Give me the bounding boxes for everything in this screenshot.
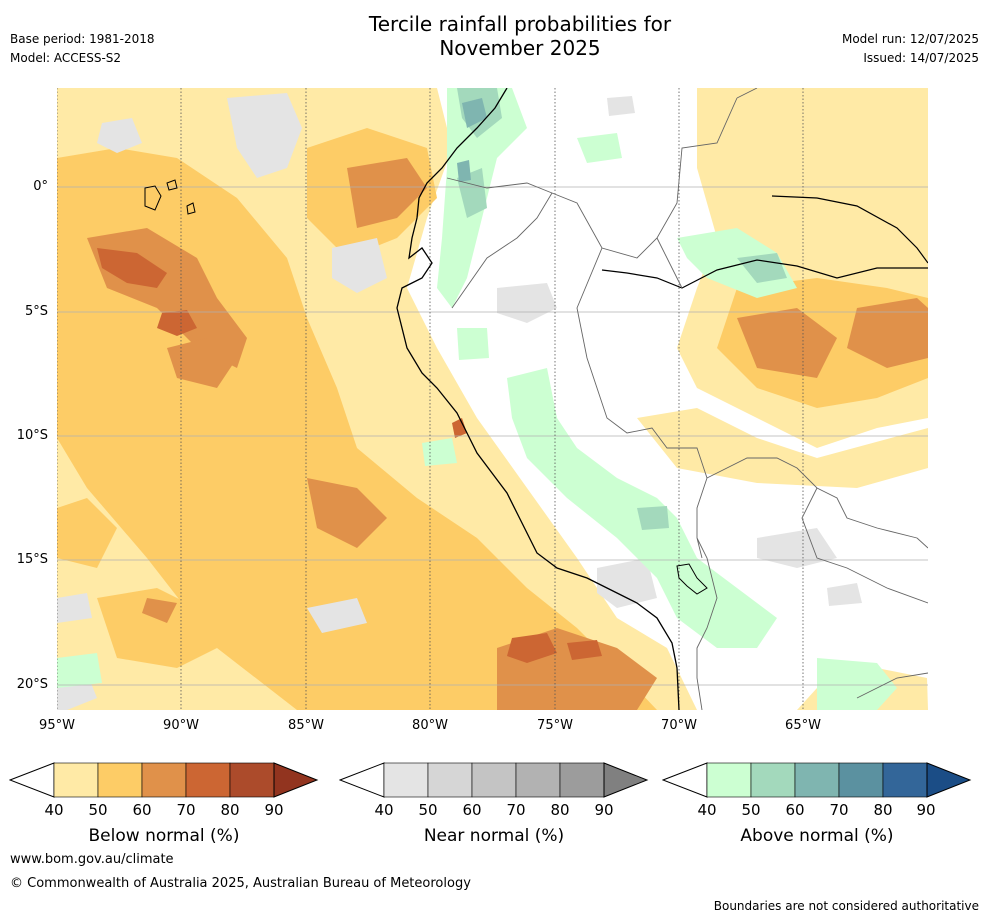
- lake-titicaca: [676, 563, 708, 595]
- near-tick-80: 80: [550, 801, 570, 819]
- lat-label-15s: 15°S: [16, 552, 48, 567]
- amazon-north-branch: [771, 195, 928, 264]
- above-extend-high: [926, 762, 972, 798]
- above-tick-60: 60: [785, 801, 805, 819]
- below-tick-60: 60: [132, 801, 152, 819]
- below-tick-80: 80: [220, 801, 240, 819]
- near-tick-50: 50: [418, 801, 438, 819]
- lat-label-10s: 10°S: [16, 428, 48, 443]
- near-bin-80-90: [559, 762, 605, 798]
- lat-label-20s: 20°S: [16, 677, 48, 692]
- title-line-2: November 2025: [439, 36, 601, 60]
- below-normal-colorbar: [9, 762, 319, 798]
- near-bin-60-70: [471, 762, 517, 798]
- near-normal-colorbar: [339, 762, 649, 798]
- near-tick-40: 40: [374, 801, 394, 819]
- lon-label-70w: 70°W: [661, 718, 697, 733]
- boundary-disclaimer: Boundaries are not considered authoritat…: [713, 899, 979, 913]
- above-colorbar-title: Above normal (%): [740, 826, 894, 846]
- lon-label-75w: 75°W: [537, 718, 573, 733]
- above-bin-80-90: [882, 762, 928, 798]
- above-bin-40-50: [706, 762, 752, 798]
- above-tick-70: 70: [829, 801, 849, 819]
- near-extend-low: [339, 762, 385, 798]
- galapagos-islands: [144, 179, 196, 215]
- below-bin-80-90: [229, 762, 275, 798]
- near-extend-high: [603, 762, 649, 798]
- below-extend-high: [273, 762, 319, 798]
- lon-label-80w: 80°W: [412, 718, 448, 733]
- lat-label-0: 0°: [33, 179, 48, 194]
- below-tick-40: 40: [44, 801, 64, 819]
- website-url: www.bom.gov.au/climate: [10, 852, 174, 867]
- title-line-1: Tercile rainfall probabilities for: [368, 12, 672, 36]
- base-period: Base period: 1981-2018: [10, 32, 155, 46]
- page-title: Tercile rainfall probabilities for Novem…: [0, 12, 988, 60]
- near-bin-40-50: [383, 762, 429, 798]
- near-bin-50-60: [427, 762, 473, 798]
- map-gridlines: [57, 186, 928, 686]
- above-extend-low: [662, 762, 708, 798]
- near-normal-40-50-zones: [57, 93, 862, 710]
- above-tick-40: 40: [697, 801, 717, 819]
- above-tick-50: 50: [741, 801, 761, 819]
- model-name: Model: ACCESS-S2: [10, 51, 122, 65]
- below-extend-low: [9, 762, 55, 798]
- below-bin-40-50: [53, 762, 99, 798]
- below-colorbar-title: Below normal (%): [88, 826, 240, 846]
- lat-label-5s: 5°S: [24, 304, 48, 319]
- above-bin-50-60: [750, 762, 796, 798]
- near-bin-70-80: [515, 762, 561, 798]
- model-run: Model run: 12/07/2025: [841, 32, 979, 46]
- below-bin-70-80: [185, 762, 231, 798]
- lon-label-90w: 90°W: [163, 718, 199, 733]
- above-bin-70-80: [838, 762, 884, 798]
- lon-label-65w: 65°W: [785, 718, 821, 733]
- below-tick-50: 50: [88, 801, 108, 819]
- amazon-river: [601, 259, 928, 289]
- below-normal-70-80-zones: [97, 248, 602, 663]
- below-bin-60-70: [141, 762, 187, 798]
- below-tick-90: 90: [264, 801, 284, 819]
- above-bin-60-70: [794, 762, 840, 798]
- near-tick-60: 60: [462, 801, 482, 819]
- above-tick-90: 90: [916, 801, 936, 819]
- above-normal-60-70-zones: [457, 98, 487, 182]
- below-tick-70: 70: [176, 801, 196, 819]
- below-bin-50-60: [97, 762, 143, 798]
- lon-label-85w: 85°W: [288, 718, 324, 733]
- near-tick-70: 70: [506, 801, 526, 819]
- map-meridians: [57, 88, 804, 710]
- copyright-notice: © Commonwealth of Australia 2025, Austra…: [10, 876, 471, 891]
- lon-label-95w: 95°W: [39, 718, 75, 733]
- above-normal-colorbar: [662, 762, 972, 798]
- near-tick-90: 90: [594, 801, 614, 819]
- issued-date: Issued: 14/07/2025: [863, 51, 979, 65]
- country-boundaries: [446, 88, 928, 710]
- near-colorbar-title: Near normal (%): [423, 826, 565, 846]
- above-tick-80: 80: [873, 801, 893, 819]
- coastline: [396, 88, 680, 710]
- rainfall-probability-map: [57, 88, 928, 710]
